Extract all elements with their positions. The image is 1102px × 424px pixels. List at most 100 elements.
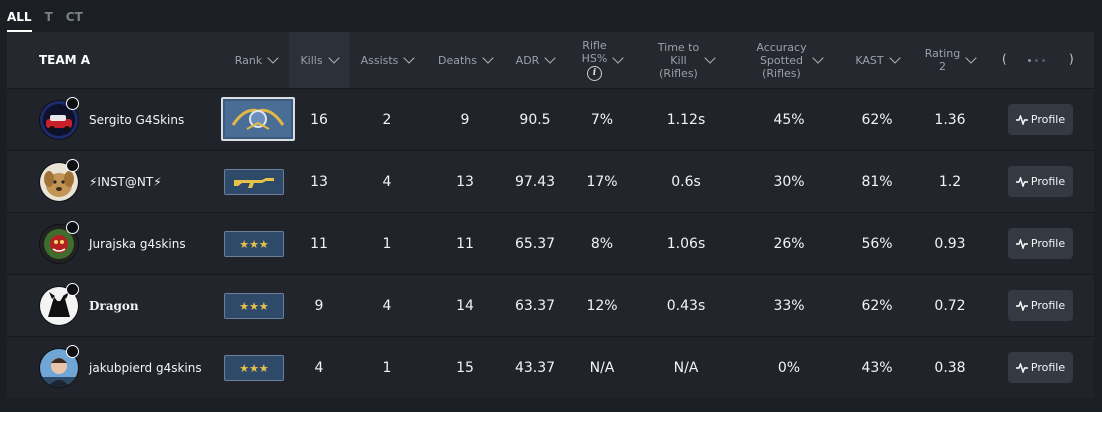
team-name: TEAM A	[39, 53, 91, 67]
pager-dot[interactable]	[1042, 59, 1045, 62]
steam-badge-icon	[66, 283, 79, 296]
column-kills[interactable]: Kills	[289, 32, 349, 88]
kast-value: 62%	[861, 112, 893, 128]
side-filter-tabs: ALL T CT	[7, 6, 96, 32]
assists-value: 1	[382, 236, 392, 252]
stars-icon: ★★★	[224, 231, 284, 257]
assists-value: 2	[382, 112, 392, 128]
adr-value: 63.37	[514, 298, 556, 314]
chevron-down-icon	[704, 52, 716, 64]
table-row: jakubpierd g4skins ★★★ 4 1 15 43.37 N/A …	[7, 336, 1094, 399]
profile-button[interactable]: Profile	[1008, 352, 1073, 383]
stars-icon: ★★★	[224, 293, 284, 319]
table-header: TEAM A Rank Kills Assists Deaths ADR Rif…	[7, 32, 1094, 88]
accuracy-value: 45%	[773, 112, 805, 128]
pager-prev-button[interactable]: (	[1002, 52, 1007, 66]
rating-value: 0.93	[934, 236, 966, 252]
profile-button[interactable]: Profile	[1008, 290, 1073, 321]
kast-value: 62%	[861, 298, 893, 314]
deaths-value: 14	[456, 298, 474, 314]
player-name[interactable]: Jurajska g4skins	[89, 237, 186, 251]
kills-value: 13	[310, 174, 328, 190]
profile-button[interactable]: Profile	[1008, 228, 1073, 259]
ttk-value: N/A	[673, 360, 699, 376]
column-adr[interactable]: ADR	[508, 32, 562, 88]
adr-value: 43.37	[514, 360, 556, 376]
player-name[interactable]: ⚡INST@NT⚡	[89, 175, 162, 189]
column-deaths[interactable]: Deaths	[431, 32, 499, 88]
ttk-value: 0.6s	[671, 174, 701, 190]
adr-value: 97.43	[514, 174, 556, 190]
column-time-to-kill[interactable]: Time to Kill (Rifles)	[644, 32, 728, 88]
avatar[interactable]	[39, 162, 79, 202]
activity-icon	[1015, 299, 1028, 313]
rating-value: 1.36	[934, 112, 966, 128]
chevron-down-icon	[327, 52, 340, 64]
column-rifle-hs[interactable]: Rifle HS% i	[570, 32, 634, 88]
table-row: Dragon ★★★ 9 4 14 63.37 12% 0.43s 33% 62…	[7, 274, 1094, 337]
rifle-hs-value: 17%	[586, 174, 618, 190]
steam-badge-icon	[66, 221, 79, 234]
kills-value: 16	[310, 112, 328, 128]
ttk-value: 0.43s	[666, 298, 706, 314]
deaths-value: 15	[456, 360, 474, 376]
deaths-value: 11	[456, 236, 474, 252]
deaths-value: 13	[456, 174, 474, 190]
kast-value: 81%	[861, 174, 893, 190]
stars-icon: ★★★	[224, 355, 284, 381]
activity-icon	[1015, 361, 1028, 375]
tab-ct[interactable]: CT	[65, 10, 83, 24]
rifle-hs-value: 12%	[586, 298, 618, 314]
rating-value: 1.2	[938, 174, 962, 190]
activity-icon	[1015, 113, 1028, 127]
adr-value: 90.5	[519, 112, 551, 128]
steam-badge-icon	[66, 159, 79, 172]
profile-button[interactable]: Profile	[1008, 166, 1073, 197]
assists-value: 1	[382, 360, 392, 376]
column-assists[interactable]: Assists	[353, 32, 421, 88]
chevron-down-icon	[888, 52, 901, 64]
player-name[interactable]: Dragon	[89, 299, 139, 313]
rifle-hs-value: N/A	[589, 360, 615, 376]
rifle-hs-value: 8%	[590, 236, 614, 252]
chevron-down-icon	[544, 52, 556, 64]
column-rank[interactable]: Rank	[225, 32, 287, 88]
table-row: ⚡INST@NT⚡ 13 4 13 97.43 17% 0.6s 30% 81%…	[7, 150, 1094, 213]
adr-value: 65.37	[514, 236, 556, 252]
column-pager: ( )	[997, 32, 1077, 88]
tab-t[interactable]: T	[44, 10, 53, 24]
scoreboard-table: TEAM A Rank Kills Assists Deaths ADR Rif…	[7, 32, 1094, 398]
pager-dot-active[interactable]	[1028, 59, 1031, 62]
kast-value: 56%	[861, 236, 893, 252]
global-elite-icon	[221, 97, 295, 141]
match-scoreboard-panel: ALL T CT TEAM A Rank Kills Assists Death…	[0, 0, 1102, 412]
accuracy-value: 0%	[777, 360, 801, 376]
kast-value: 43%	[861, 360, 893, 376]
info-icon[interactable]: i	[587, 66, 602, 81]
rifle-hs-value: 7%	[590, 112, 614, 128]
column-rating[interactable]: Rating 2	[915, 32, 985, 88]
kills-value: 9	[314, 298, 324, 314]
steam-badge-icon	[66, 97, 79, 110]
avatar[interactable]	[39, 100, 79, 140]
kills-value: 4	[314, 360, 324, 376]
column-kast[interactable]: KAST	[847, 32, 907, 88]
ttk-value: 1.06s	[666, 236, 706, 252]
ttk-value: 1.12s	[666, 112, 706, 128]
rating-value: 0.72	[934, 298, 966, 314]
column-accuracy-spotted[interactable]: Accuracy Spotted (Rifles)	[741, 32, 837, 88]
accuracy-value: 26%	[773, 236, 805, 252]
tab-all[interactable]: ALL	[7, 6, 32, 32]
player-name[interactable]: jakubpierd g4skins	[89, 361, 202, 375]
pager-dot[interactable]	[1035, 59, 1038, 62]
chevron-down-icon	[965, 52, 977, 64]
profile-button[interactable]: Profile	[1008, 104, 1073, 135]
accuracy-value: 30%	[773, 174, 805, 190]
chevron-down-icon	[482, 52, 494, 64]
pager-next-button[interactable]: )	[1069, 52, 1074, 66]
rating-value: 0.38	[934, 360, 966, 376]
chevron-down-icon	[267, 52, 279, 64]
deaths-value: 9	[460, 112, 470, 128]
player-name[interactable]: Sergito G4Skins	[89, 113, 185, 127]
kills-value: 11	[310, 236, 328, 252]
